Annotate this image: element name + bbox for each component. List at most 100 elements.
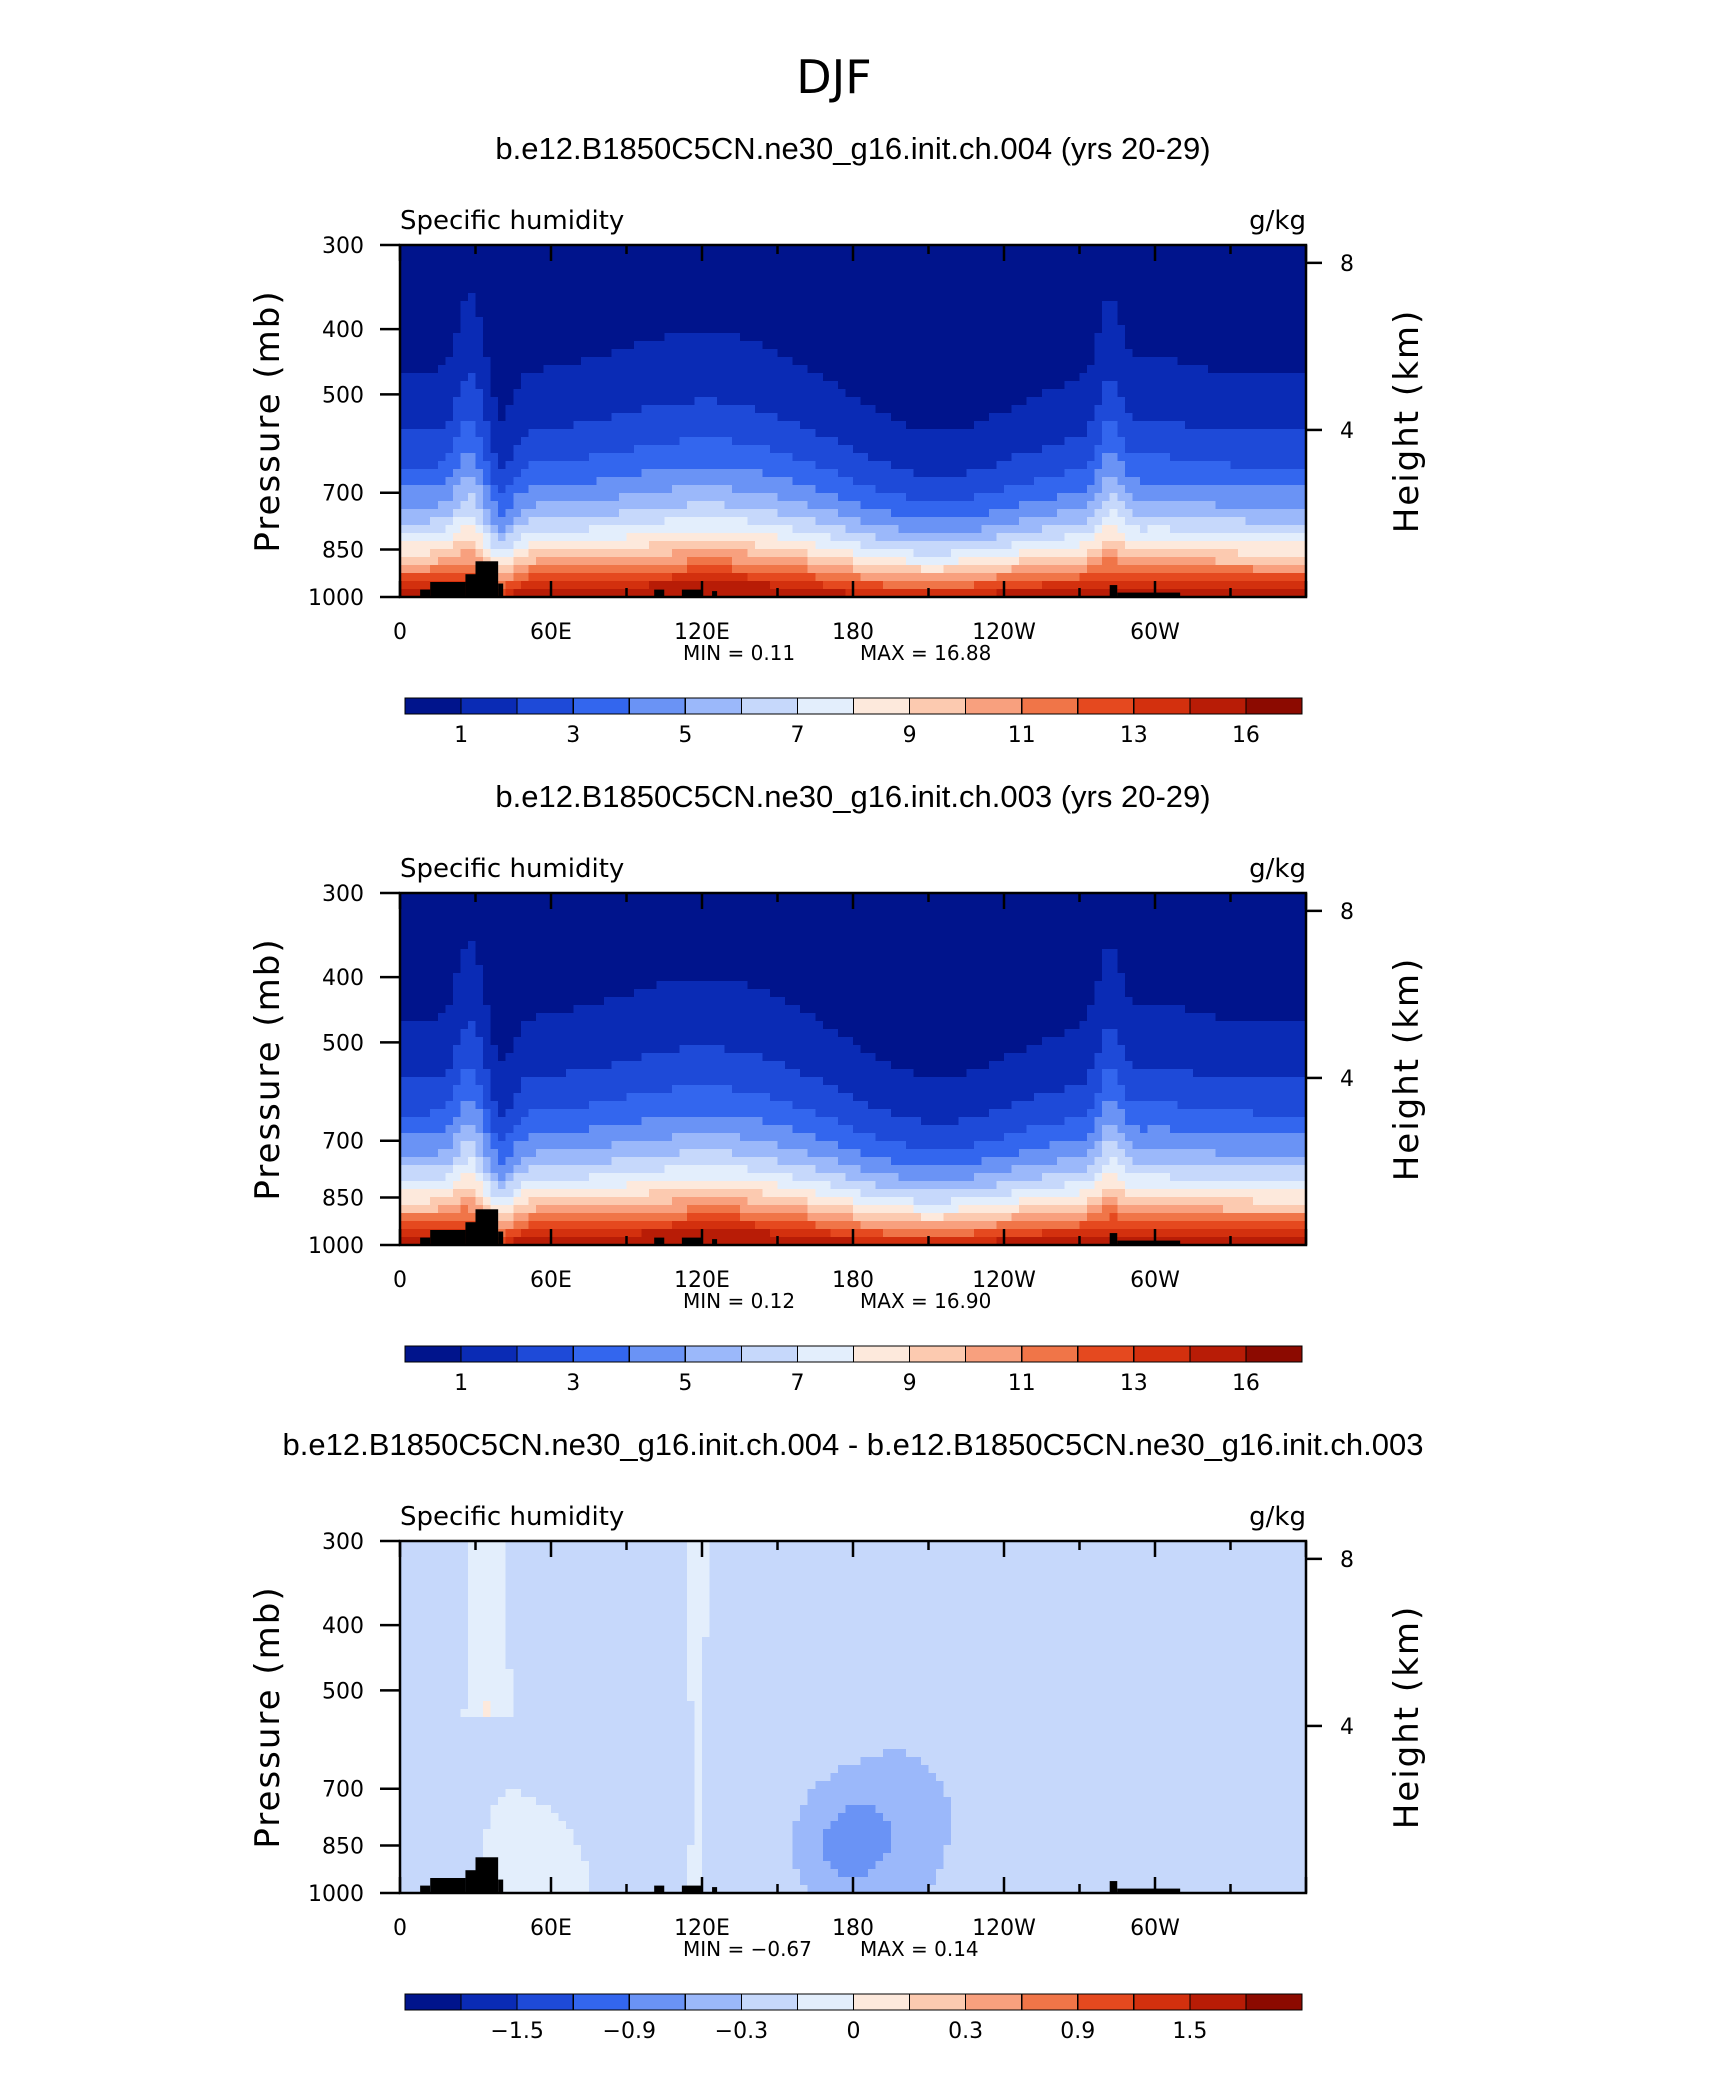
field-cell [762,461,771,470]
field-cell [694,333,703,342]
field-cell [679,317,688,326]
field-cell [905,333,914,342]
field-cell [792,365,801,374]
field-cell [936,317,945,326]
field-cell [671,381,680,390]
field-cell [581,429,590,438]
field-cell [1087,541,1096,550]
field-cell [815,469,824,478]
field-cell [1147,341,1156,350]
field-cell [958,541,967,550]
field-cell [1071,493,1081,502]
field-cell [671,325,680,334]
field-cell [626,469,635,478]
field-cell [679,357,688,366]
field-cell [1019,245,1028,254]
field-cell [1064,541,1073,550]
field-cell [437,421,446,430]
field-cell [407,429,416,438]
field-cell [860,573,869,582]
field-cell [1117,333,1126,342]
field-cell [739,309,748,318]
field-cell [754,357,763,366]
field-cell [649,293,658,302]
field-cell [875,277,884,286]
field-cell [739,509,748,518]
field-cell [822,509,831,518]
field-cell [920,453,930,462]
field-cell [1109,261,1118,270]
field-cell [762,421,771,430]
field-cell [573,301,582,310]
field-cell [951,533,960,542]
field-cell [1260,325,1269,334]
field-cell [1222,429,1232,438]
field-cell [1109,549,1118,558]
field-cell [1268,541,1277,550]
field-cell [800,333,809,342]
field-cell [452,349,461,358]
field-cell [1260,413,1269,422]
field-cell [1132,541,1141,550]
field-cell [845,269,854,278]
field-cell [1260,493,1269,502]
field-cell [490,469,499,478]
field-cell [1253,437,1262,446]
field-cell [664,349,673,358]
field-cell [800,437,809,446]
field-cell [513,261,522,270]
field-cell [1275,317,1284,326]
field-cell [1170,493,1179,502]
field-cell [415,381,424,390]
field-cell [1222,461,1232,470]
field-cell [800,285,809,294]
field-cell [1011,541,1020,550]
field-cell [1268,469,1277,478]
field-cell [936,397,945,406]
field-cell [762,373,771,382]
field-cell [513,413,522,422]
field-cell [1245,469,1254,478]
field-cell [762,533,771,542]
field-cell [430,533,439,542]
field-cell [936,429,945,438]
field-cell [860,565,869,574]
field-cell [535,461,545,470]
field-cell [702,285,711,294]
field-cell [1268,461,1277,470]
field-cell [936,437,945,446]
field-cell [785,429,794,438]
field-cell [800,525,809,534]
field-cell [943,509,952,518]
field-cell [611,349,620,358]
field-cell [400,421,409,430]
field-cell [822,493,831,502]
field-cell [853,285,862,294]
field-cell [1222,517,1232,526]
field-cell [1056,469,1065,478]
field-cell [1283,405,1292,414]
field-cell [943,381,952,390]
field-cell [686,277,696,286]
field-cell [1222,541,1232,550]
field-cell [883,541,892,550]
field-cell [1139,461,1149,470]
field-cell [981,453,990,462]
field-cell [936,349,945,358]
field-cell [407,349,416,358]
field-cell [732,309,741,318]
field-cell [724,325,733,334]
field-cell [400,293,409,302]
field-cell [513,421,522,430]
field-cell [1019,301,1028,310]
field-cell [558,477,567,486]
field-cell [1004,405,1013,414]
field-cell [762,429,771,438]
field-cell [1200,437,1209,446]
field-cell [936,509,945,518]
field-cell [596,277,605,286]
field-cell [596,357,605,366]
field-cell [558,317,567,326]
field-cell [1177,565,1186,574]
field-cell [1253,461,1262,470]
